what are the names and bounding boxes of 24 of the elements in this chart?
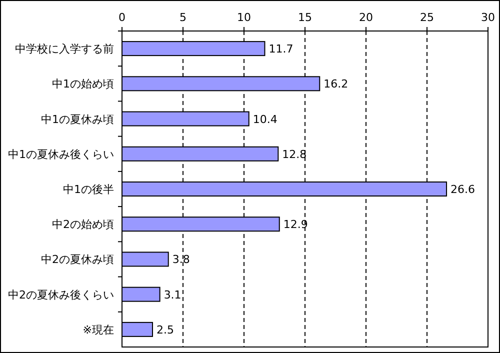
y-tick-label: 中学校に入学する前 xyxy=(15,42,114,56)
data-label: 3.1 xyxy=(164,288,182,302)
x-tick-label: 20 xyxy=(359,11,373,24)
x-tick-label: 0 xyxy=(118,11,126,24)
y-tick-label: 中2の夏休み後くらい xyxy=(8,288,114,302)
data-label: 12.9 xyxy=(283,218,308,232)
x-tick-label: 15 xyxy=(298,11,312,24)
y-tick-label: 中1の夏休み頃 xyxy=(41,112,114,126)
x-tick-label: 30 xyxy=(481,11,495,24)
data-label: 26.6 xyxy=(450,183,476,196)
x-tick-label: 10 xyxy=(237,11,251,24)
data-label: 16.2 xyxy=(324,78,348,91)
data-label: 11.7 xyxy=(268,42,294,56)
y-tick-label: 中1の夏休み後くらい xyxy=(8,148,114,161)
y-tick-label: 中1の始め頃 xyxy=(52,78,114,91)
data-label: 2.5 xyxy=(156,323,174,336)
y-tick-label: 中2の始め頃 xyxy=(52,218,114,232)
x-tick-label: 5 xyxy=(180,11,186,24)
x-tick-label: 25 xyxy=(420,11,434,24)
y-tick-label: 中2の夏休み頃 xyxy=(41,253,114,266)
data-label: 10.4 xyxy=(252,112,278,126)
data-label: 3.8 xyxy=(172,253,190,266)
y-tick-label: ※現在 xyxy=(82,323,114,336)
y-tick-label: 中1の後半 xyxy=(63,183,114,196)
